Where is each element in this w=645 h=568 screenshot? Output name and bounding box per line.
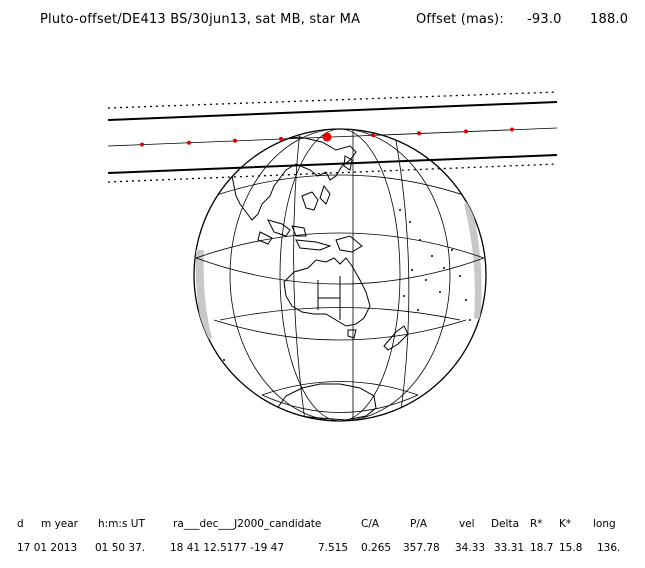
track-dots <box>140 127 514 147</box>
track-dot <box>464 129 468 134</box>
cell-delta: 33.31 <box>494 542 525 554</box>
header-ra-dec: ra___dec___J2000_candidate <box>173 518 322 530</box>
cell-ra-dec: 18 41 12.5177 -19 47 <box>170 542 285 554</box>
header-delta: Delta <box>491 518 520 530</box>
header-m-year: m year <box>41 518 78 530</box>
offset-value-ra: -93.0 <box>527 12 562 27</box>
cell-vel: 34.33 <box>455 542 486 554</box>
header-ca: C/A <box>361 518 380 530</box>
center-line <box>107 127 558 147</box>
cell-r-star: 18.7 <box>530 542 554 554</box>
header-vel: vel <box>459 518 475 530</box>
north-limit <box>107 101 558 121</box>
shadow-path <box>107 91 558 183</box>
cell-candidate: 7.515 <box>318 542 349 554</box>
track-dot <box>417 131 421 136</box>
track-dot <box>371 133 375 138</box>
globe-outline <box>193 128 487 422</box>
graticule <box>195 129 485 421</box>
cell-pa: 357.78 <box>403 542 440 554</box>
track-dot <box>279 136 283 141</box>
south-limit <box>107 154 558 174</box>
header-k-star: K* <box>559 518 572 530</box>
cell-ca: 0.265 <box>361 542 392 554</box>
cell-time: 01 50 37. <box>95 542 146 554</box>
header-r-star: R* <box>530 518 543 530</box>
cell-k-star: 15.8 <box>559 542 583 554</box>
header-pa: P/A <box>410 518 428 530</box>
offset-value-dec: 188.0 <box>590 12 629 27</box>
track-dot <box>187 140 191 145</box>
pacific-islands <box>223 209 471 361</box>
header: Pluto-offset/DE413 BS/30jun13, sat MB, s… <box>0 0 645 40</box>
cell-long: 136. <box>597 542 621 554</box>
track-dot-central <box>322 132 332 142</box>
cell-date: 17 01 2013 <box>17 542 78 554</box>
header-hms-ut: h:m:s UT <box>98 518 145 530</box>
header-d: d <box>17 518 24 530</box>
south-limit-dotted <box>107 163 558 183</box>
coastlines <box>231 136 409 421</box>
offset-label: Offset (mas): <box>416 12 504 27</box>
header-long: long <box>593 518 616 530</box>
track-dot <box>233 138 237 143</box>
limb-shade <box>195 200 482 340</box>
track-dot <box>140 142 144 147</box>
plot-title: Pluto-offset/DE413 BS/30jun13, sat MB, s… <box>40 12 361 27</box>
track-dot <box>510 127 514 132</box>
